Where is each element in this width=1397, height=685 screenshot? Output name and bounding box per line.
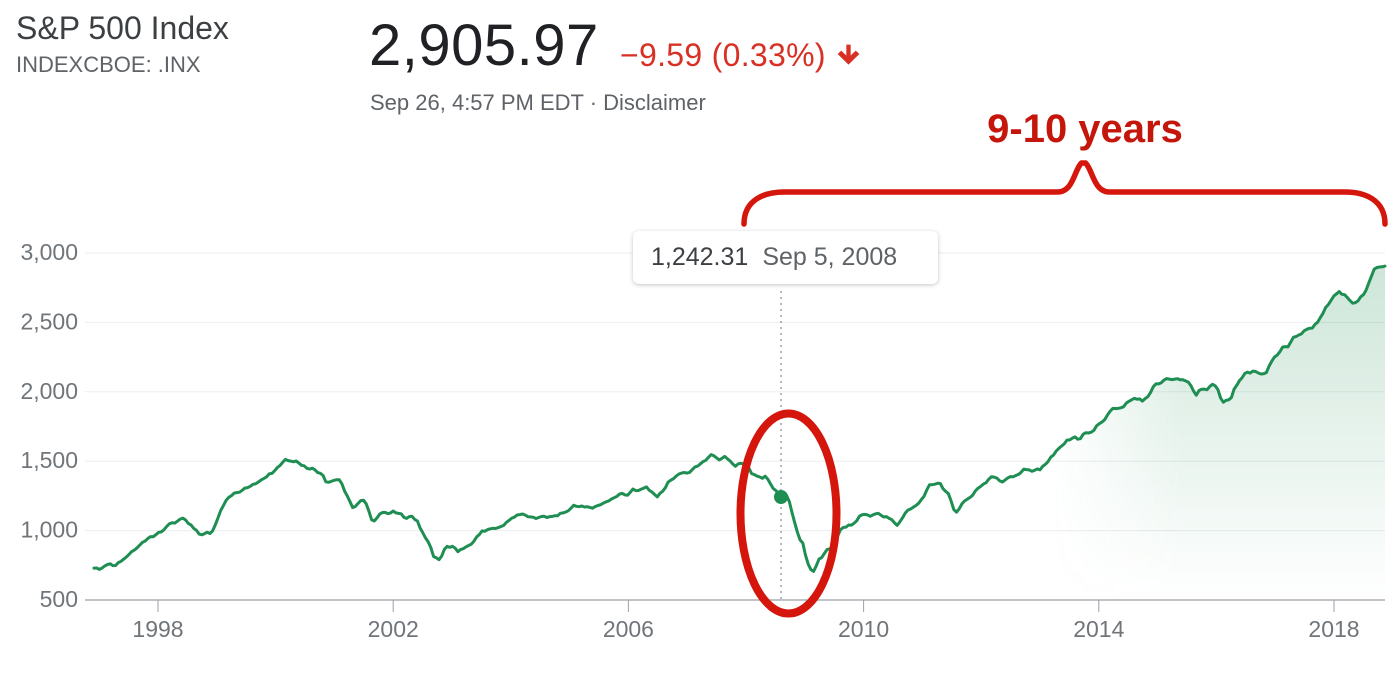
svg-text:1,500: 1,500 xyxy=(20,447,78,473)
svg-text:2010: 2010 xyxy=(838,616,889,642)
svg-text:1998: 1998 xyxy=(132,616,183,642)
svg-text:2006: 2006 xyxy=(603,616,654,642)
svg-text:2,000: 2,000 xyxy=(20,378,78,404)
svg-text:2018: 2018 xyxy=(1308,616,1359,642)
svg-text:500: 500 xyxy=(40,586,78,612)
svg-text:3,000: 3,000 xyxy=(20,239,78,265)
svg-text:2002: 2002 xyxy=(368,616,419,642)
svg-text:2014: 2014 xyxy=(1073,616,1124,642)
svg-text:1,000: 1,000 xyxy=(20,517,78,543)
svg-text:2,500: 2,500 xyxy=(20,308,78,334)
